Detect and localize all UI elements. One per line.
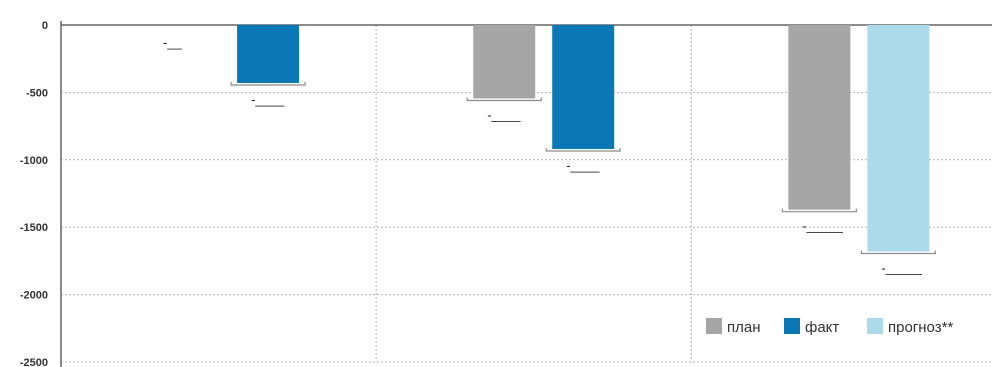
data-labels: -____ -____ -____ -_____ -_____ -__ [163, 35, 923, 275]
legend: план факт прогноз** [706, 318, 953, 336]
data-label: -____ [251, 92, 285, 107]
bars [230, 25, 936, 255]
bar-end-bracket [466, 97, 542, 102]
data-label: -____ [487, 107, 521, 122]
data-label: -_____ [881, 260, 922, 275]
bar-end-bracket [860, 250, 936, 255]
y-tick-label: -1000 [20, 155, 48, 167]
y-tick-label: -500 [26, 87, 48, 99]
legend-swatch [706, 318, 722, 334]
y-tick-label: -2000 [20, 290, 48, 302]
bar-end-bracket [230, 81, 306, 86]
bar-end-bracket [545, 148, 621, 152]
legend-label: факт [805, 319, 839, 336]
data-label: -__ [163, 35, 183, 50]
bar [867, 25, 930, 252]
y-tick-label: -1500 [20, 222, 48, 234]
y-axis-ticks: 0 -500 -1000 -1500 -2000 -2500 [20, 20, 48, 367]
bar [237, 25, 300, 83]
legend-swatch [867, 318, 883, 334]
legend-label: прогноз** [888, 319, 953, 336]
bar [473, 25, 536, 99]
y-tick-label: -2500 [20, 357, 48, 367]
data-label: -_____ [802, 219, 843, 234]
y-tick-label: 0 [42, 20, 48, 32]
bar [552, 25, 615, 150]
legend-label: план [727, 319, 761, 336]
data-label: -____ [566, 158, 600, 173]
bar-end-bracket [781, 208, 857, 213]
bar [788, 25, 851, 210]
legend-swatch [784, 318, 800, 334]
